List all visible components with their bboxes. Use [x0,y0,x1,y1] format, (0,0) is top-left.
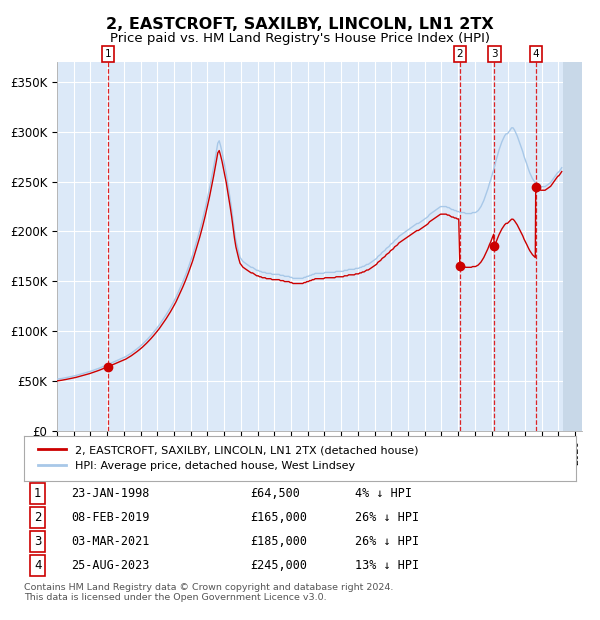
Text: 1: 1 [34,487,41,500]
Text: 26% ↓ HPI: 26% ↓ HPI [355,535,419,548]
Text: 4: 4 [34,559,41,572]
Text: 4% ↓ HPI: 4% ↓ HPI [355,487,412,500]
Text: 2: 2 [457,49,463,60]
Text: Contains HM Land Registry data © Crown copyright and database right 2024.
This d: Contains HM Land Registry data © Crown c… [24,583,394,602]
Text: £64,500: £64,500 [250,487,300,500]
Text: £185,000: £185,000 [250,535,307,548]
Bar [563,62,582,431]
Text: £245,000: £245,000 [250,559,307,572]
Legend: 2, EASTCROFT, SAXILBY, LINCOLN, LN1 2TX (detached house), HPI: Average price, de: 2, EASTCROFT, SAXILBY, LINCOLN, LN1 2TX … [35,442,422,474]
Text: 25-AUG-2023: 25-AUG-2023 [71,559,149,572]
Text: 2, EASTCROFT, SAXILBY, LINCOLN, LN1 2TX: 2, EASTCROFT, SAXILBY, LINCOLN, LN1 2TX [106,17,494,32]
Text: 3: 3 [491,49,497,60]
Text: 3: 3 [34,535,41,548]
Text: Price paid vs. HM Land Registry's House Price Index (HPI): Price paid vs. HM Land Registry's House … [110,32,490,45]
Text: 1: 1 [105,49,112,60]
Text: 13% ↓ HPI: 13% ↓ HPI [355,559,419,572]
Text: 26% ↓ HPI: 26% ↓ HPI [355,512,419,525]
Text: 08-FEB-2019: 08-FEB-2019 [71,512,149,525]
Text: £165,000: £165,000 [250,512,307,525]
Text: 03-MAR-2021: 03-MAR-2021 [71,535,149,548]
Text: 2: 2 [34,512,41,525]
Text: 4: 4 [532,49,539,60]
Text: 23-JAN-1998: 23-JAN-1998 [71,487,149,500]
